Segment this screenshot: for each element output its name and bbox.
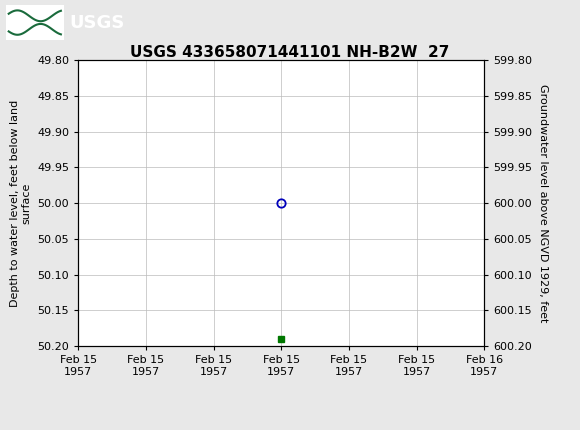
Y-axis label: Groundwater level above NGVD 1929, feet: Groundwater level above NGVD 1929, feet	[538, 84, 548, 322]
Bar	[6, 6, 64, 40]
Text: USGS 433658071441101 NH-B2W  27: USGS 433658071441101 NH-B2W 27	[130, 45, 450, 60]
Y-axis label: Depth to water level, feet below land
surface: Depth to water level, feet below land su…	[10, 100, 32, 307]
Text: USGS: USGS	[70, 14, 125, 31]
